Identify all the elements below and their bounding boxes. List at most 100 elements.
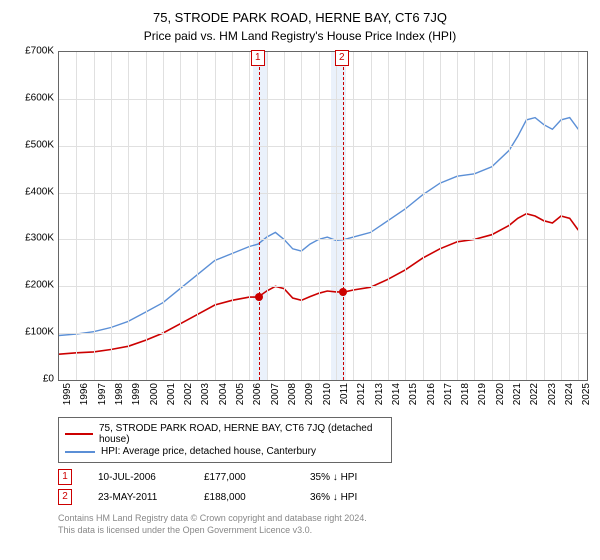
x-axis-label: 1998: [114, 383, 125, 405]
x-axis-label: 2020: [495, 383, 506, 405]
transaction-date: 23-MAY-2011: [98, 492, 178, 503]
x-axis-label: 2004: [218, 383, 229, 405]
x-axis-label: 2008: [287, 383, 298, 405]
x-axis-label: 1995: [62, 383, 73, 405]
gridline-v: [128, 52, 129, 380]
x-axis-label: 2001: [166, 383, 177, 405]
gridline-h: [59, 286, 587, 287]
gridline-v: [146, 52, 147, 380]
y-axis-label: £400K: [25, 186, 54, 197]
gridline-v: [440, 52, 441, 380]
gridline-h: [59, 333, 587, 334]
legend: 75, STRODE PARK ROAD, HERNE BAY, CT6 7JQ…: [58, 417, 392, 463]
gridline-v: [474, 52, 475, 380]
gridline-v: [267, 52, 268, 380]
chart-subtitle: Price paid vs. HM Land Registry's House …: [12, 29, 588, 43]
chart-container: 75, STRODE PARK ROAD, HERNE BAY, CT6 7JQ…: [0, 0, 600, 544]
gridline-v: [284, 52, 285, 380]
gridline-v: [492, 52, 493, 380]
x-axis-label: 1999: [131, 383, 142, 405]
y-axis-label: £200K: [25, 280, 54, 291]
x-axis-label: 2010: [322, 383, 333, 405]
transaction-row: 1 10-JUL-2006 £177,000 35% ↓ HPI: [58, 469, 588, 485]
legend-swatch: [65, 433, 93, 435]
gridline-v: [76, 52, 77, 380]
x-axis-label: 2021: [512, 383, 523, 405]
transaction-diff: 35% ↓ HPI: [310, 472, 390, 483]
gridline-v: [163, 52, 164, 380]
x-axis-label: 2006: [252, 383, 263, 405]
x-axis-label: 2019: [477, 383, 488, 405]
legend-item: 75, STRODE PARK ROAD, HERNE BAY, CT6 7JQ…: [65, 423, 385, 445]
gridline-v: [336, 52, 337, 380]
x-axis-label: 2015: [408, 383, 419, 405]
x-axis-label: 1997: [97, 383, 108, 405]
x-axis-label: 2022: [529, 383, 540, 405]
footer-attribution: Contains HM Land Registry data © Crown c…: [58, 513, 588, 536]
x-axis-label: 2013: [374, 383, 385, 405]
chart-lines: [59, 52, 587, 380]
footer-line2: This data is licensed under the Open Gov…: [58, 525, 588, 537]
plot-area: [58, 51, 588, 381]
transaction-dot: [255, 293, 263, 301]
x-axis-label: 2002: [183, 383, 194, 405]
y-axis-label: £300K: [25, 233, 54, 244]
gridline-h: [59, 193, 587, 194]
gridline-v: [526, 52, 527, 380]
gridline-v: [423, 52, 424, 380]
transaction-number: 1: [58, 469, 72, 485]
x-axis-label: 2017: [443, 383, 454, 405]
x-axis-label: 2011: [339, 383, 350, 405]
y-axis-label: £0: [43, 374, 54, 385]
x-axis-label: 2014: [391, 383, 402, 405]
gridline-v: [249, 52, 250, 380]
x-axis-label: 2005: [235, 383, 246, 405]
transaction-marker-line: [259, 52, 260, 380]
transaction-row: 2 23-MAY-2011 £188,000 36% ↓ HPI: [58, 489, 588, 505]
legend-label: HPI: Average price, detached house, Cant…: [101, 446, 316, 457]
transaction-number: 2: [58, 489, 72, 505]
gridline-v: [215, 52, 216, 380]
transaction-marker-box: 1: [251, 50, 265, 66]
transaction-marker-box: 2: [335, 50, 349, 66]
gridline-h: [59, 239, 587, 240]
y-axis-label: £100K: [25, 327, 54, 338]
gridline-v: [232, 52, 233, 380]
transaction-diff: 36% ↓ HPI: [310, 492, 390, 503]
x-axis-label: 2003: [200, 383, 211, 405]
x-axis-label: 2023: [547, 383, 558, 405]
x-axis-label: 2016: [426, 383, 437, 405]
gridline-h: [59, 146, 587, 147]
legend-label: 75, STRODE PARK ROAD, HERNE BAY, CT6 7JQ…: [99, 423, 385, 445]
x-axis-label: 2009: [304, 383, 315, 405]
transaction-date: 10-JUL-2006: [98, 472, 178, 483]
footer-line1: Contains HM Land Registry data © Crown c…: [58, 513, 588, 525]
transaction-price: £188,000: [204, 492, 284, 503]
transaction-table: 1 10-JUL-2006 £177,000 35% ↓ HPI 2 23-MAY-201…: [58, 469, 588, 505]
gridline-v: [94, 52, 95, 380]
gridline-v: [561, 52, 562, 380]
x-axis-label: 1996: [79, 383, 90, 405]
chart-box: £0£100K£200K£300K£400K£500K£600K£700K199…: [12, 51, 588, 411]
x-axis-label: 2012: [356, 383, 367, 405]
gridline-v: [197, 52, 198, 380]
transaction-dot: [339, 288, 347, 296]
y-axis-label: £500K: [25, 139, 54, 150]
y-axis-label: £700K: [25, 46, 54, 57]
x-axis-label: 2025: [581, 383, 592, 405]
chart-title-address: 75, STRODE PARK ROAD, HERNE BAY, CT6 7JQ: [12, 10, 588, 25]
gridline-v: [405, 52, 406, 380]
gridline-v: [509, 52, 510, 380]
gridline-v: [578, 52, 579, 380]
x-axis-label: 2018: [460, 383, 471, 405]
gridline-h: [59, 99, 587, 100]
gridline-v: [353, 52, 354, 380]
gridline-v: [544, 52, 545, 380]
gridline-v: [180, 52, 181, 380]
legend-item: HPI: Average price, detached house, Cant…: [65, 446, 385, 457]
x-axis-label: 2024: [564, 383, 575, 405]
x-axis-label: 2007: [270, 383, 281, 405]
transaction-price: £177,000: [204, 472, 284, 483]
gridline-v: [319, 52, 320, 380]
gridline-v: [371, 52, 372, 380]
